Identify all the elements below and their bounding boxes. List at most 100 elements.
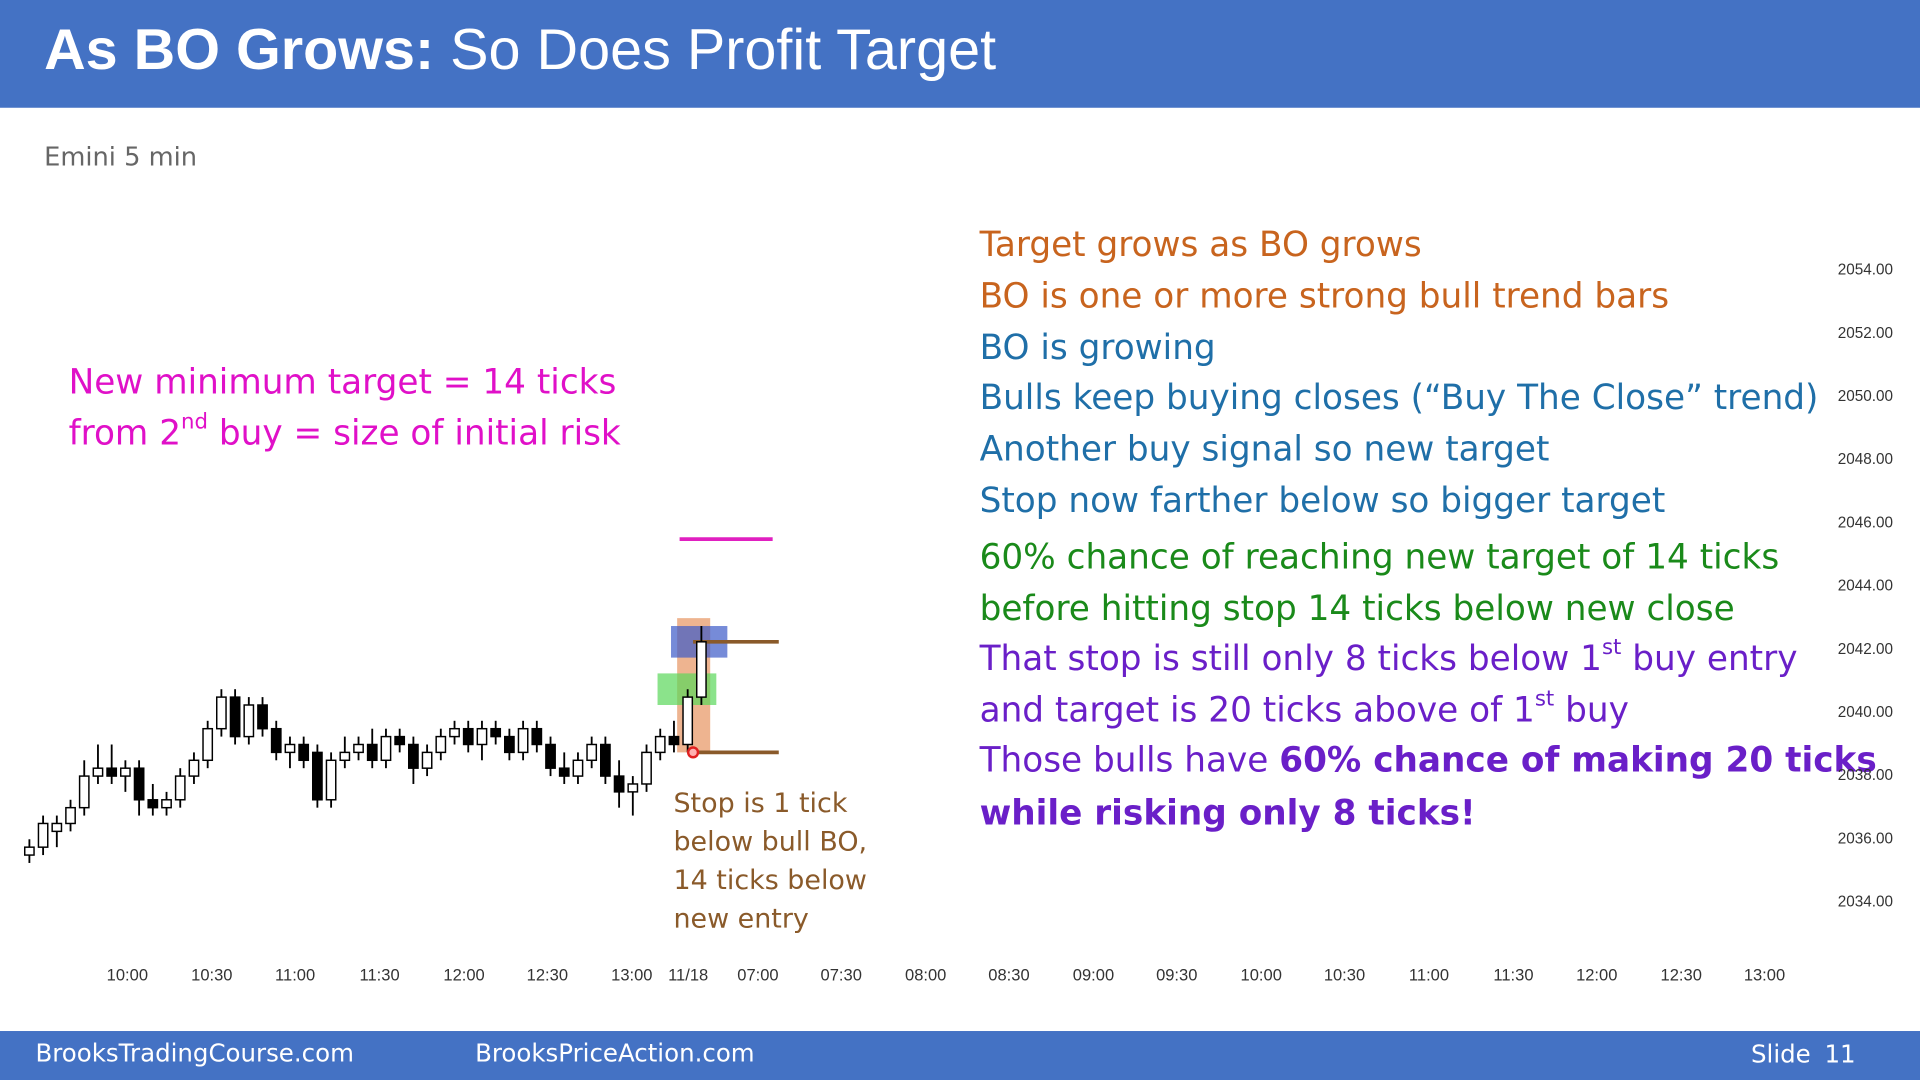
- right-note-line: Target grows as BO grows: [979, 225, 1422, 265]
- x-tick-label: 12:00: [1576, 965, 1617, 984]
- candle-body: [572, 759, 584, 777]
- text-run: 60% chance of reaching new target of 14 …: [980, 537, 1780, 577]
- chart: 2034.00 2036.00 2038.00 2040.00 2042.00 2044.…: [24, 262, 1893, 984]
- candle-body: [558, 767, 570, 777]
- text-run: Stop now farther below so bigger target: [980, 481, 1666, 521]
- subtitle: Emini 5 min: [44, 142, 197, 172]
- x-tick-label: 12:30: [527, 965, 568, 984]
- slide-title: As BO Grows: So Does Profit Target: [44, 18, 996, 82]
- text-run: buy: [1554, 690, 1629, 730]
- candle-body: [257, 704, 268, 730]
- right-note-line: That stop is still only 8 ticks below 1s…: [979, 635, 1798, 679]
- right-note-line: Another buy signal so new target: [980, 429, 1550, 469]
- text-run: and target is 20 ticks above of 1: [980, 690, 1535, 730]
- x-tick-label: 13:00: [1744, 965, 1785, 984]
- candle-body: [216, 696, 227, 730]
- candle-body: [78, 775, 90, 809]
- candle-body: [24, 846, 35, 856]
- x-tick-label: 07:00: [737, 965, 778, 984]
- y-tick-label: 2042.00: [1838, 641, 1893, 658]
- candle-body: [339, 751, 351, 762]
- stop-note-line: below bull BO,: [673, 827, 867, 858]
- footer-slide-number: 11: [1824, 1040, 1855, 1069]
- y-tick-label: 2036.00: [1838, 830, 1893, 847]
- stop-note-line: new entry: [673, 904, 808, 935]
- x-tick-label: 09:30: [1156, 965, 1197, 984]
- superscript: st: [1535, 686, 1554, 711]
- candle-body: [229, 696, 241, 738]
- text-run: Another buy signal so new target: [980, 429, 1550, 469]
- y-tick-label: 2052.00: [1838, 325, 1893, 342]
- x-tick-label: 11:30: [1493, 965, 1533, 984]
- x-tick-label: 10:30: [191, 965, 232, 984]
- candle-body: [394, 735, 406, 746]
- candle-body: [668, 735, 680, 746]
- candle-body: [504, 735, 515, 754]
- stop-note-line: 14 ticks below: [673, 865, 866, 896]
- footer-left: BrooksTradingCourse.com: [36, 1038, 354, 1067]
- candle-body: [37, 822, 49, 848]
- candle-body: [462, 727, 474, 746]
- superscript: nd: [181, 409, 208, 434]
- text-run: buy entry: [1621, 639, 1797, 679]
- x-tick-label: 11:30: [360, 965, 400, 984]
- candle-body: [600, 743, 611, 777]
- right-note-line: Those bulls have 60% chance of making 20…: [979, 740, 1877, 780]
- candle-body: [682, 696, 694, 746]
- stop-note-line: Stop is 1 tick: [673, 788, 847, 819]
- candle-body: [147, 799, 159, 809]
- candle-body: [435, 735, 447, 754]
- notes: New minimum target = 14 ticks from 2nd bu…: [69, 225, 1877, 935]
- candle-body: [407, 743, 419, 769]
- text-run: Target grows as BO grows: [979, 225, 1422, 265]
- x-tick-label: 08:30: [988, 965, 1029, 984]
- text-run: New minimum target = 14 ticks: [69, 362, 617, 402]
- candle-body: [325, 759, 337, 801]
- x-tick-label: 10:00: [107, 965, 148, 984]
- y-tick-label: 2054.00: [1838, 262, 1893, 279]
- candle-body: [545, 743, 556, 769]
- candle-body: [366, 743, 378, 762]
- candle-body: [106, 767, 118, 777]
- header-bar: [0, 0, 1920, 108]
- right-note-line: Bulls keep buying closes (“Buy The Close…: [980, 378, 1819, 418]
- text-run: Those bulls have: [979, 740, 1280, 780]
- text-run: That stop is still only 8 ticks below 1: [979, 639, 1602, 679]
- right-note-line: Stop now farther below so bigger target: [980, 481, 1666, 521]
- text-run: before hitting stop 14 ticks below new c…: [980, 588, 1735, 628]
- candle-body: [490, 727, 502, 738]
- candle-body: [380, 735, 392, 762]
- candle-body: [92, 767, 104, 777]
- candle-body: [119, 767, 131, 777]
- candle-body: [270, 727, 282, 754]
- candle-body: [243, 704, 255, 738]
- x-tick-label: 12:30: [1661, 965, 1702, 984]
- candle-body: [284, 743, 296, 754]
- candle-body: [174, 775, 186, 801]
- candle-body: [161, 799, 172, 809]
- y-tick-label: 2038.00: [1838, 767, 1893, 784]
- title-bold: As BO Grows:: [44, 18, 434, 82]
- text-run: buy = size of initial risk: [208, 413, 621, 453]
- candle-body: [696, 641, 707, 698]
- candle-body: [421, 751, 433, 769]
- candle-body: [449, 727, 460, 738]
- text-run: from 2: [69, 413, 181, 453]
- x-tick-label: 11/18: [668, 965, 708, 984]
- right-note-line: BO is one or more strong bull trend bars: [980, 276, 1670, 316]
- candle-body: [654, 735, 666, 754]
- candle-body: [353, 743, 364, 754]
- y-tick-label: 2046.00: [1838, 514, 1893, 531]
- y-tick-label: 2050.00: [1838, 388, 1893, 405]
- y-tick-label: 2044.00: [1838, 578, 1893, 595]
- text-run: 60% chance of making 20 ticks: [1279, 740, 1876, 780]
- right-note-line: before hitting stop 14 ticks below new c…: [980, 588, 1735, 628]
- x-tick-label: 09:00: [1073, 965, 1114, 984]
- candle-body: [476, 727, 488, 746]
- y-tick-label: 2048.00: [1838, 451, 1893, 468]
- x-tick-label: 10:00: [1241, 965, 1282, 984]
- x-tick-label: 13:00: [611, 965, 652, 984]
- candle-body: [641, 751, 652, 785]
